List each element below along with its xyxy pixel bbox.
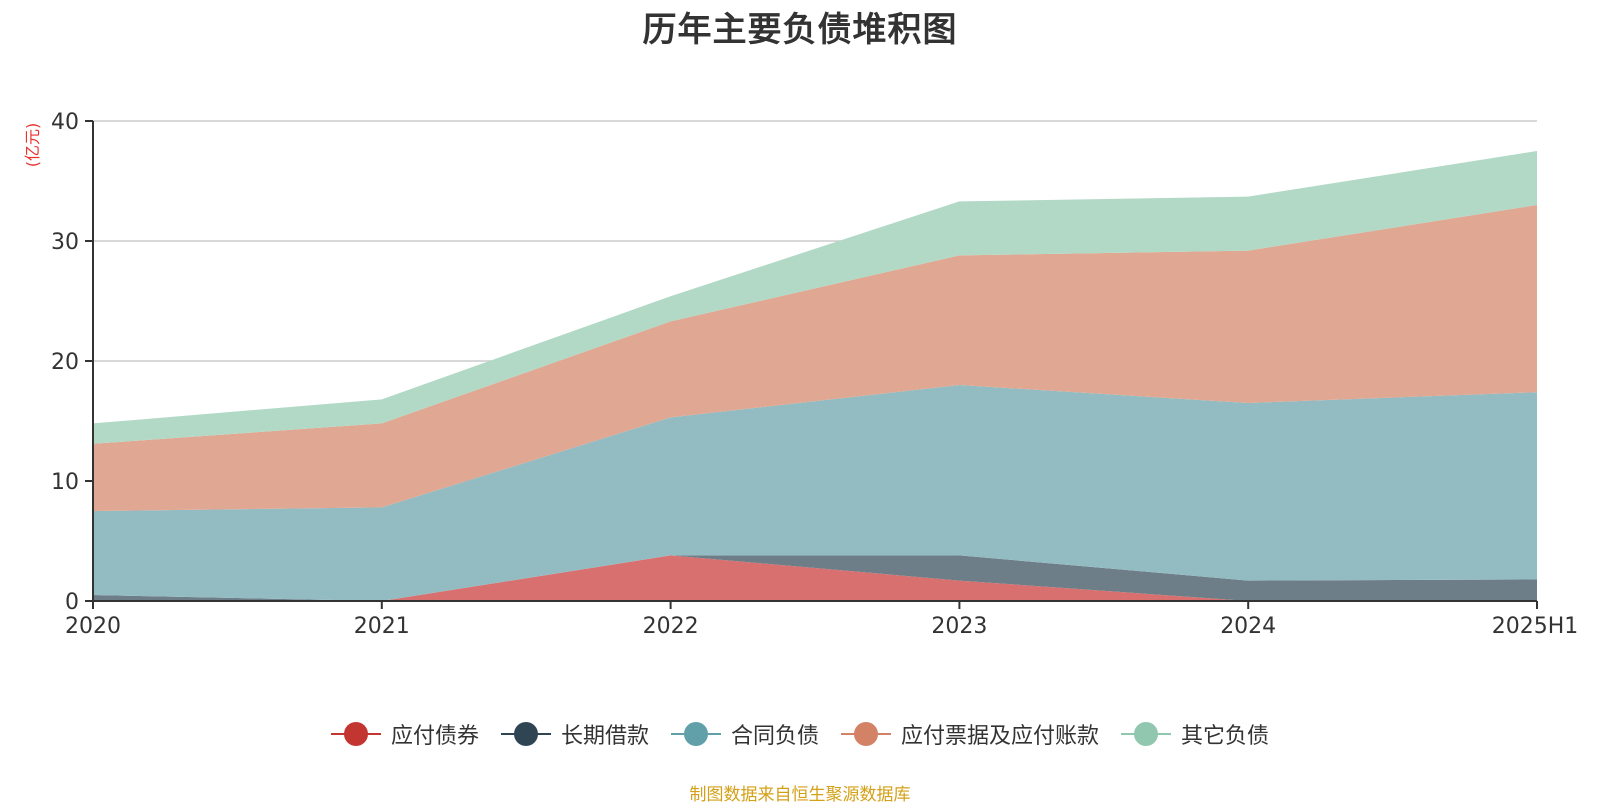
area-其它负债[interactable]: [93, 151, 1537, 444]
stacked-area-chart: 0 10 20 30 40 2020 2021 2022 2023 2024 2025H1 (亿元): [23, 110, 1578, 639]
x-tick-label: 2023: [931, 614, 987, 639]
y-axis-unit-label: (亿元): [23, 123, 42, 168]
legend-marker: [670, 722, 721, 746]
legend-item[interactable]: 其它负债: [1121, 718, 1269, 750]
legend-label: 应付债券: [390, 724, 479, 749]
legend-label: 长期借款: [560, 724, 649, 749]
legend-label: 其它负债: [1181, 724, 1270, 749]
legend-item[interactable]: 应付债券: [330, 718, 479, 750]
legend: 应付债券 长期借款 合同负债 应付票据及应付账款 其它负债: [0, 716, 1600, 752]
y-tick-label: 0: [65, 590, 79, 615]
legend-marker: [841, 722, 891, 746]
legend-label: 合同负债: [730, 724, 819, 749]
legend-marker: [500, 722, 551, 746]
area-series: [93, 151, 1537, 601]
x-tick-label: 2025H1: [1492, 614, 1579, 639]
area-长期借款[interactable]: [93, 555, 1537, 601]
legend-label: 应付票据及应付账款: [901, 724, 1100, 749]
area-合同负债[interactable]: [93, 385, 1537, 601]
x-tick-label: 2024: [1220, 614, 1276, 639]
axes: 0 10 20 30 40 2020 2021 2022 2023 2024 2025H1: [51, 110, 1578, 639]
legend-marker: [330, 722, 381, 746]
y-tick-label: 40: [51, 110, 79, 135]
area-应付票据及应付账款[interactable]: [93, 205, 1537, 511]
chart-title: 历年主要负债堆积图: [642, 10, 958, 50]
x-tick-label: 2020: [65, 614, 121, 639]
x-tick-label: 2022: [643, 614, 699, 639]
y-tick-label: 20: [51, 350, 79, 375]
legend-item[interactable]: 合同负债: [670, 718, 819, 750]
legend-item[interactable]: 长期借款: [500, 718, 649, 750]
legend-marker: [1121, 722, 1172, 746]
area-应付债券[interactable]: [93, 555, 1537, 601]
y-tick-label: 10: [51, 470, 79, 495]
data-source-note: 制图数据来自恒生聚源数据库: [689, 785, 911, 805]
legend-item[interactable]: 应付票据及应付账款: [841, 718, 1099, 750]
y-tick-label: 30: [51, 230, 79, 255]
x-tick-label: 2021: [354, 614, 410, 639]
